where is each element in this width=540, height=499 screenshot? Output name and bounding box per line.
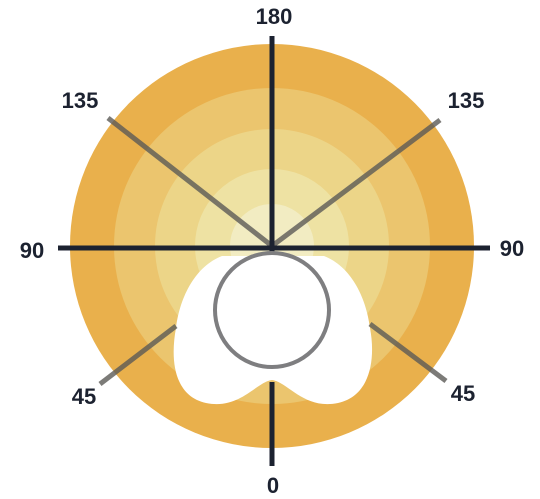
line-45-left	[98, 324, 178, 386]
label-0: 0	[267, 473, 279, 498]
center-circle	[213, 251, 331, 369]
label-45-right: 45	[451, 381, 475, 406]
line-135-left	[106, 116, 274, 248]
line-45-right	[368, 322, 448, 383]
label-180: 180	[256, 4, 293, 29]
lower-diagonal-lines	[98, 322, 448, 386]
label-90-left: 90	[20, 238, 44, 263]
axes	[58, 36, 490, 466]
label-135-left: 135	[62, 88, 99, 113]
label-135-right: 135	[448, 88, 485, 113]
line-135-right	[270, 118, 442, 248]
label-45-left: 45	[72, 384, 96, 409]
label-90-right: 90	[500, 236, 524, 261]
diagonal-lines	[106, 116, 442, 248]
